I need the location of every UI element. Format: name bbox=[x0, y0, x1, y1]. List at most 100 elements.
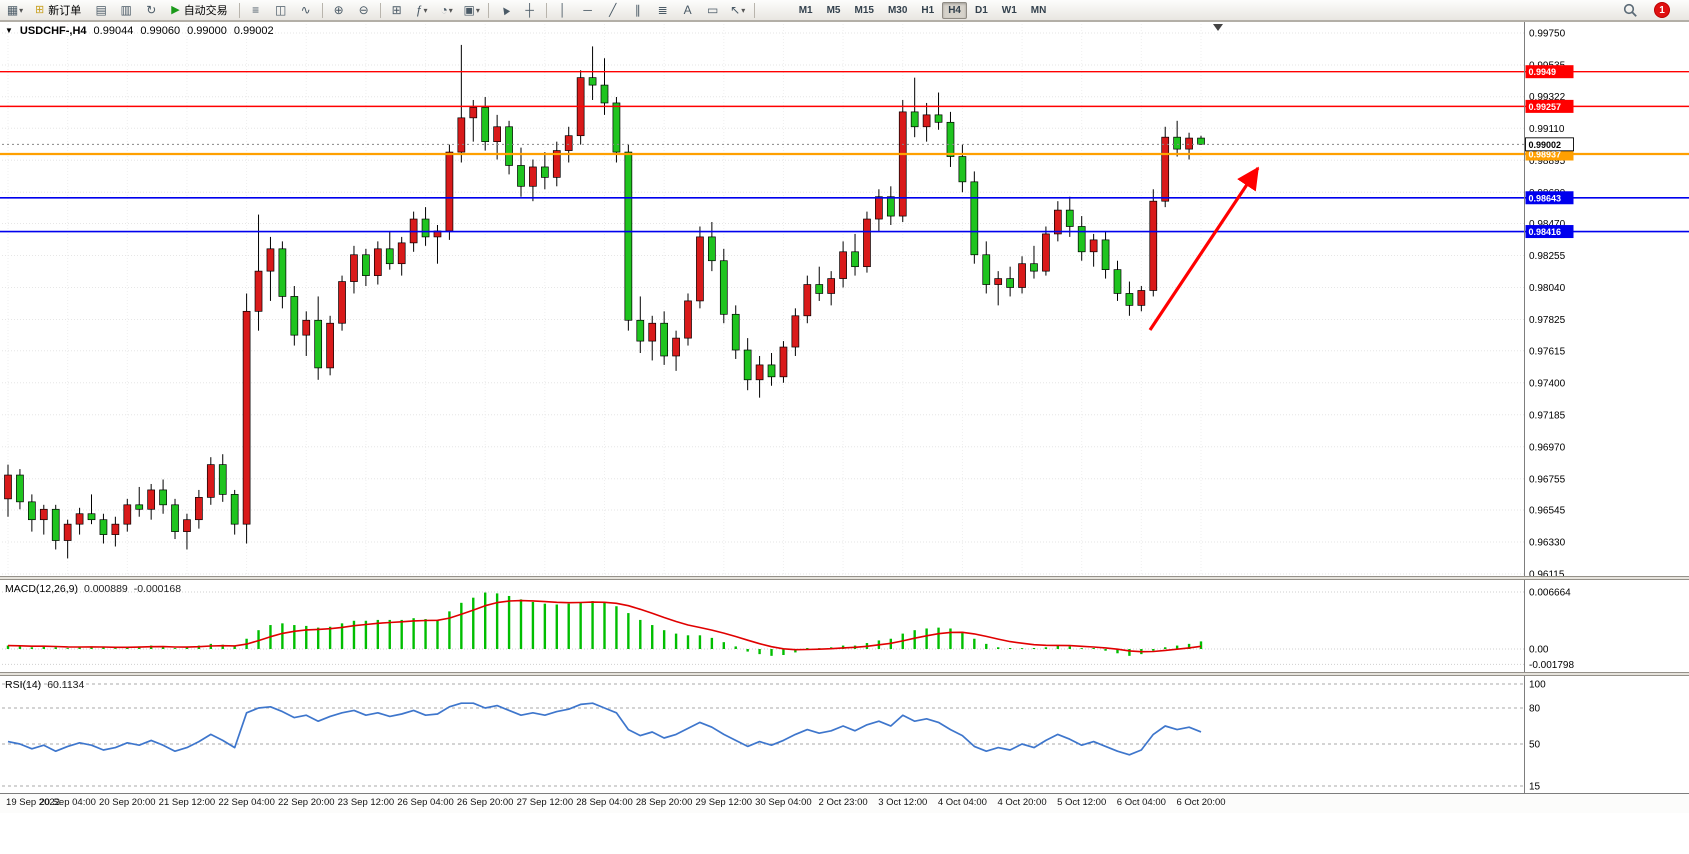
candle bbox=[242, 293, 251, 544]
auto-trading-button[interactable]: ▶ 自动交易 bbox=[164, 0, 234, 20]
candle bbox=[1185, 132, 1193, 160]
market-watch-button[interactable]: ▥ bbox=[114, 0, 138, 20]
zoom-out-button[interactable]: ⊖ bbox=[352, 0, 376, 20]
new-chart-button[interactable]: ▦ ▾ bbox=[3, 0, 27, 20]
label-icon: ▭ bbox=[707, 3, 719, 17]
price-axis-label: 0.98255 bbox=[1529, 251, 1566, 262]
cursor-button[interactable]: ▲ bbox=[493, 0, 517, 20]
toolbar-separator bbox=[321, 2, 323, 18]
new-order-icon: ⊞ bbox=[35, 3, 45, 16]
refresh-button[interactable]: ↻ bbox=[139, 0, 163, 20]
trend-arrow[interactable] bbox=[1148, 166, 1260, 331]
candle bbox=[540, 152, 549, 190]
notification-badge[interactable]: 1 bbox=[1654, 2, 1670, 18]
candlestick-series bbox=[4, 44, 1205, 559]
periods-button[interactable]: ◔ ▾ bbox=[435, 0, 459, 20]
price-axis-label: 0.99110 bbox=[1529, 124, 1565, 135]
trendline-button[interactable]: ╱ bbox=[601, 0, 625, 20]
market-watch-icon: ▥ bbox=[120, 3, 132, 17]
candle bbox=[135, 486, 144, 517]
zoom-out-icon: ⊖ bbox=[358, 3, 369, 17]
search-icon[interactable] bbox=[1623, 3, 1638, 18]
candle bbox=[600, 58, 609, 115]
new-chart-icon: ▦ bbox=[6, 3, 19, 17]
indicators-button[interactable]: ƒ ▾ bbox=[410, 0, 434, 20]
time-axis-label: 4 Oct 04:00 bbox=[937, 797, 987, 808]
horizontal-line-button[interactable]: ─ bbox=[576, 0, 600, 20]
svg-text:0.99002: 0.99002 bbox=[1529, 140, 1562, 150]
timeframe-m5-button[interactable]: M5 bbox=[826, 4, 841, 16]
cursor-icon: ▲ bbox=[495, 0, 514, 20]
rsi-line bbox=[7, 702, 1202, 756]
candle bbox=[672, 330, 680, 371]
time-axis-label: 26 Sep 20:00 bbox=[456, 797, 514, 808]
toolbar-separator bbox=[487, 2, 489, 18]
line-chart-button[interactable]: ∿ bbox=[294, 0, 318, 20]
rsi-axis-label: 50 bbox=[1529, 740, 1541, 751]
macd-panel[interactable]: 0.006664 0.00 -0.001798 bbox=[0, 580, 1689, 672]
tile-windows-icon: ⊞ bbox=[391, 3, 402, 17]
candle bbox=[4, 464, 12, 517]
candle bbox=[1173, 120, 1181, 157]
price-axis-label: 0.97615 bbox=[1529, 346, 1566, 357]
candle bbox=[39, 504, 48, 535]
new-order-button[interactable]: ⊞ 新订单 bbox=[28, 0, 88, 20]
candle bbox=[362, 248, 370, 287]
bar-chart-button[interactable]: ≡ bbox=[244, 0, 268, 20]
timeframe-m30-button[interactable]: M30 bbox=[887, 4, 908, 16]
candle bbox=[529, 159, 537, 202]
fibonacci-button[interactable]: ≣ bbox=[651, 0, 675, 20]
candle bbox=[1065, 196, 1074, 237]
ohlc-open: 0.99044 bbox=[93, 25, 134, 37]
price-axis-label: 0.97400 bbox=[1529, 378, 1566, 389]
macd-axis-label: 0.00 bbox=[1529, 645, 1549, 656]
macd-signal-line bbox=[7, 599, 1202, 653]
timeframe-mn-button[interactable]: MN bbox=[1030, 4, 1047, 16]
candle bbox=[206, 457, 215, 505]
candle bbox=[898, 99, 907, 223]
rsi-value: 60.1134 bbox=[47, 679, 85, 691]
zoom-in-button[interactable]: ⊕ bbox=[327, 0, 351, 20]
rsi-panel[interactable]: 100 80 50 15 bbox=[0, 676, 1689, 793]
time-axis-label: 3 Oct 12:00 bbox=[878, 797, 928, 808]
main-chart[interactable]: 0.997500.995350.993220.991100.988950.986… bbox=[0, 21, 1689, 576]
time-axis-label: 21 Sep 12:00 bbox=[158, 797, 216, 808]
vertical-line-button[interactable]: │ bbox=[551, 0, 575, 20]
channel-button[interactable]: ∥ bbox=[626, 0, 650, 20]
candle bbox=[111, 516, 120, 547]
candle bbox=[612, 96, 621, 163]
timeframe-w1-button[interactable]: W1 bbox=[1001, 4, 1017, 16]
time-axis-label: 20 Sep 04:00 bbox=[39, 797, 96, 808]
horizontal-line-icon: ─ bbox=[583, 3, 592, 17]
panel-splitter[interactable] bbox=[0, 576, 1689, 580]
timeframe-m1-button[interactable]: M1 bbox=[798, 4, 813, 16]
tile-windows-button[interactable]: ⊞ bbox=[385, 0, 409, 20]
candle bbox=[171, 498, 179, 540]
timeframe-m15-button[interactable]: M15 bbox=[854, 4, 874, 16]
rsi-axis-label: 80 bbox=[1529, 704, 1541, 715]
svg-text:0.98416: 0.98416 bbox=[1529, 227, 1562, 237]
label-button[interactable]: ▭ bbox=[701, 0, 725, 20]
candlestick-chart-button[interactable]: ◫ bbox=[269, 0, 293, 20]
bar-chart-icon: ≡ bbox=[252, 3, 260, 17]
text-button[interactable]: A bbox=[676, 0, 700, 20]
rsi-axis-label: 100 bbox=[1529, 680, 1546, 691]
bid-price-label: 0.99002 bbox=[1525, 137, 1574, 152]
candle bbox=[1161, 126, 1170, 208]
crosshair-button[interactable]: ┼ bbox=[518, 0, 542, 20]
templates-button[interactable]: ▣ ▾ bbox=[460, 0, 484, 20]
timeframe-h1-button[interactable]: H1 bbox=[921, 4, 935, 16]
macd-name: MACD(12,26,9) bbox=[5, 583, 78, 595]
chart-shift-marker[interactable] bbox=[1213, 24, 1223, 31]
macd-histogram bbox=[6, 592, 1203, 656]
time-axis[interactable]: 19 Sep 2022 20 Sep 04:00 20 Sep 20:00 21 Se… bbox=[0, 793, 1689, 813]
timeframe-h4-button[interactable]: H4 bbox=[942, 1, 967, 19]
candle bbox=[696, 226, 704, 309]
collapse-icon[interactable]: ▼ bbox=[5, 26, 13, 35]
shapes-button[interactable]: ↖ ▾ bbox=[726, 0, 750, 20]
candle bbox=[767, 352, 776, 386]
timeframe-d1-button[interactable]: D1 bbox=[975, 4, 988, 16]
chart-profile-button[interactable]: ▤ bbox=[89, 0, 113, 20]
panel-splitter[interactable] bbox=[0, 672, 1689, 676]
